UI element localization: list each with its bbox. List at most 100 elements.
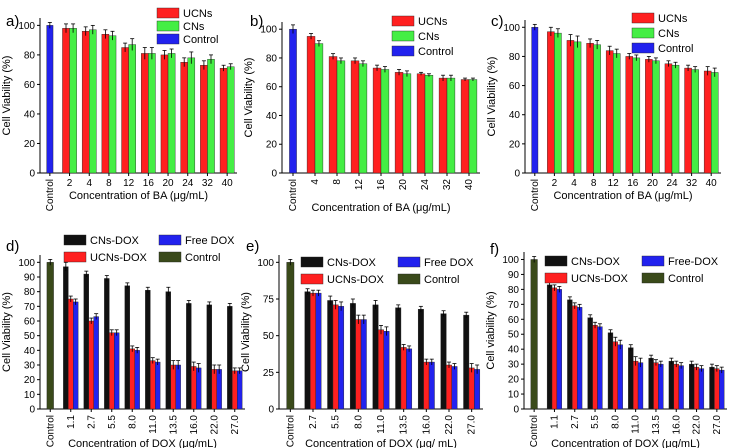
x-tick-label: Control — [530, 179, 541, 211]
bar-cns-dox — [206, 304, 212, 410]
y-tick-label: 40 — [24, 346, 36, 357]
y-tick-label: 50 — [508, 330, 520, 341]
legend-label: UCNs-DOX — [327, 274, 384, 286]
x-tick-label: 5.5 — [107, 415, 118, 429]
bar-ucns — [394, 72, 404, 174]
bar-cns — [108, 35, 117, 174]
bar-ucns-dox — [423, 361, 430, 410]
bar-ucns-dox — [310, 292, 316, 410]
bar-free-dox — [428, 361, 435, 410]
bar-ucns — [438, 77, 448, 174]
bar-ucns — [306, 36, 316, 174]
bar-ucns-dox — [191, 366, 197, 410]
legend-swatch — [544, 255, 568, 267]
x-tick-label: 5.5 — [331, 415, 342, 429]
y-tick-label: 0 — [513, 405, 519, 416]
bar-cns — [691, 69, 699, 174]
bar-cns — [632, 57, 641, 174]
x-tick-label: 4 — [571, 178, 577, 189]
x-tick-label: 27.0 — [230, 415, 241, 435]
bar-ucns-dox — [446, 364, 452, 410]
bar-cns — [671, 64, 680, 174]
panel-label: c) — [491, 13, 504, 30]
bar-cns — [89, 29, 97, 174]
bar-cns-dox — [124, 285, 130, 410]
x-axis-title: Concentration of BA (μg/mL) — [311, 202, 450, 214]
x-tick-label: 22.0 — [209, 415, 220, 435]
x-tick-label: 20 — [398, 179, 409, 191]
bar-control — [530, 259, 538, 410]
bar-ucns — [180, 62, 188, 174]
y-tick-label: 50 — [263, 331, 275, 342]
x-tick-label: 11.0 — [631, 415, 642, 434]
bar-cns-dox — [709, 366, 715, 410]
x-tick-label: 16.0 — [671, 415, 682, 435]
y-axis-title: Cell Viability (%) — [486, 57, 498, 137]
x-tick-label: 22.0 — [444, 415, 455, 435]
legend-label: Free-DOX — [668, 256, 719, 268]
x-axis-title: Concentration of BA (μg/mL) — [69, 190, 208, 202]
legend-label: Control — [418, 46, 453, 58]
y-tick-label: 100 — [18, 258, 35, 269]
bar-free-dox — [719, 369, 725, 410]
bar-cns-dox — [349, 303, 356, 410]
bar-cns — [69, 28, 77, 174]
y-tick-label: 20 — [509, 139, 521, 150]
bar-ucns — [372, 67, 382, 174]
legend-label: UCNs-DOX — [571, 273, 628, 285]
bar-ucns — [160, 54, 169, 174]
bar-cns-dox — [304, 291, 311, 410]
bar-free-dox — [556, 289, 562, 410]
panel-label: d) — [6, 238, 19, 255]
y-axis-title: Cell Viability (%) — [243, 58, 255, 138]
legend-label: Free DOX — [424, 257, 474, 269]
bar-ucns — [645, 59, 653, 174]
bar-free-dox — [576, 307, 583, 410]
bar-ucns — [460, 79, 470, 174]
bar-ucns — [664, 63, 673, 174]
panel-label: a) — [6, 13, 19, 30]
legend-label: CNs-DOX — [327, 257, 377, 269]
bar-cns-dox — [165, 291, 171, 410]
bar-cns — [187, 57, 196, 174]
legend-label: CNs — [658, 28, 680, 40]
bar-ucns — [350, 60, 360, 174]
x-tick-label: 1.1 — [549, 415, 560, 429]
bar-ucns — [328, 56, 338, 174]
bar-cns — [402, 73, 412, 174]
y-tick-label: 20 — [266, 140, 278, 151]
panel-label: e) — [246, 238, 259, 255]
y-axis-title: Cell Viability (%) — [240, 292, 252, 372]
bar-cns — [358, 63, 368, 174]
chart-panel-f: f) 0 10 20 30 40 50 60 70 80 90 100 Cell viability (… — [485, 241, 727, 448]
bar-control — [289, 28, 297, 174]
y-tick-label: 90 — [508, 270, 520, 281]
legend-label: CNs-DOX — [571, 256, 621, 268]
legend-swatch — [641, 255, 665, 267]
x-tick-label: 2 — [67, 178, 73, 189]
x-tick-label: 16.0 — [421, 415, 432, 435]
legend-label: Control — [658, 43, 693, 55]
bar-cns-dox — [463, 314, 470, 410]
bar-cns — [226, 66, 235, 174]
chart-panel-b: b) 0 20 40 60 80 100 Cell Viability (%) Control 4… — [243, 13, 480, 214]
y-tick-label: 70 — [24, 302, 36, 313]
y-tick-label: 50 — [24, 331, 36, 342]
bar-cns — [424, 75, 434, 174]
x-tick-label: 27.0 — [467, 415, 478, 435]
bar-ucns-dox — [88, 320, 94, 410]
bar-free-dox — [155, 361, 161, 410]
bar-ucns-dox — [673, 363, 679, 410]
y-tick-label: 60 — [508, 315, 520, 326]
bar-cns-dox — [668, 360, 675, 410]
bar-ucns-dox — [355, 319, 362, 410]
bar-cns-dox — [689, 363, 695, 410]
bar-free-dox — [175, 364, 181, 410]
y-tick-label: 100 — [260, 25, 277, 36]
bar-ucns-dox — [332, 304, 339, 410]
bar-ucns-dox — [693, 366, 700, 410]
x-tick-label: Control — [45, 415, 56, 447]
legend-label: CNs-DOX — [90, 235, 140, 247]
legend-swatch — [397, 273, 421, 285]
